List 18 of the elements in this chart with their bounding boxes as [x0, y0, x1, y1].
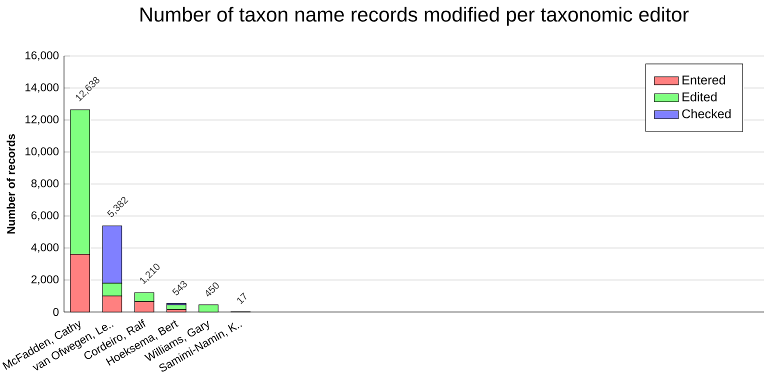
y-tick-label: 8,000	[31, 179, 59, 189]
legend-label: Entered	[682, 75, 726, 84]
y-tick-label: 16,000	[26, 51, 59, 61]
y-tick-label: 14,000	[26, 83, 59, 93]
y-tick-label: 0	[53, 308, 59, 316]
total-label: 543	[172, 280, 187, 296]
y-axis-title: Number of records	[6, 134, 15, 234]
y-tick-label: 12,000	[26, 115, 59, 125]
text: Number of taxon name records modified per taxonomic editor	[140, 6, 689, 26]
y-tick-label: 2,000	[31, 275, 59, 285]
y-tick-label: 4,000	[31, 243, 59, 253]
total-label: 450	[206, 282, 219, 296]
y-tick-label: 6,000	[31, 211, 59, 221]
bar	[166, 304, 186, 310]
y-tick-label: 10,000	[26, 147, 59, 157]
legend-label: Edited	[682, 92, 717, 102]
legend-label: Checked	[682, 108, 731, 118]
total-label: 17	[237, 292, 246, 304]
